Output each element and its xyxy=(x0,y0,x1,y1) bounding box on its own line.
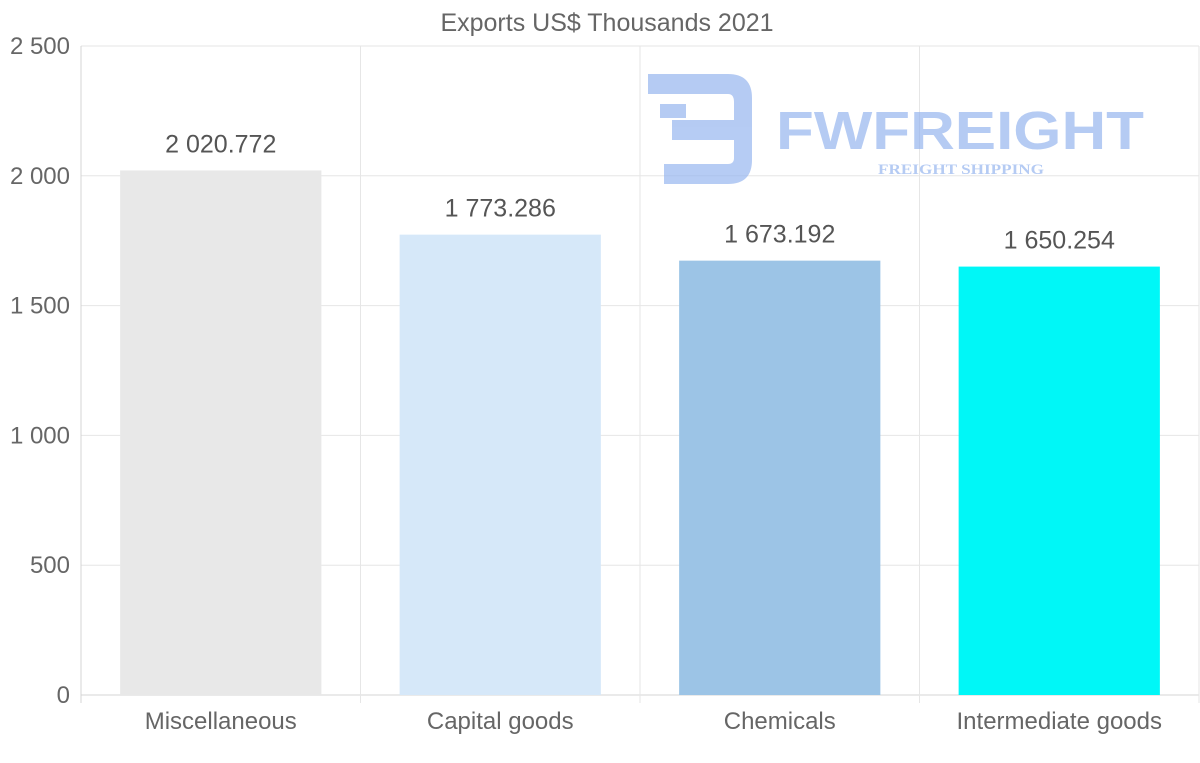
y-tick-label: 0 xyxy=(57,682,70,709)
bar-miscellaneous xyxy=(120,170,322,695)
data-label: 1 773.286 xyxy=(445,195,556,223)
bar-capital-goods xyxy=(399,234,601,695)
y-tick-label: 2 000 xyxy=(10,163,70,190)
data-labels: 2 020.772 1 773.286 1 673.192 1 650.254 xyxy=(165,130,1115,254)
x-category-label: Miscellaneous xyxy=(145,708,297,735)
data-label: 1 673.192 xyxy=(724,221,835,249)
x-category-label: Intermediate goods xyxy=(957,708,1162,735)
bar-chemicals xyxy=(679,260,881,695)
fwfreight-logo-icon xyxy=(648,74,752,184)
fwfreight-watermark: FWFREIGHT FREIGHT SHIPPING xyxy=(648,74,1144,184)
data-label: 1 650.254 xyxy=(1004,227,1115,255)
watermark-brand: FWFREIGHT xyxy=(776,101,1144,161)
bar-intermediate-goods xyxy=(958,266,1160,695)
x-category-label: Chemicals xyxy=(724,708,836,735)
x-category-label: Capital goods xyxy=(427,708,574,735)
y-tick-label: 1 000 xyxy=(10,422,70,449)
data-label: 2 020.772 xyxy=(165,130,276,158)
x-axis-categories: Miscellaneous Capital goods Chemicals Inter… xyxy=(145,708,1162,735)
y-tick-label: 1 500 xyxy=(10,293,70,320)
y-tick-label: 500 xyxy=(30,552,70,579)
watermark-tagline: FREIGHT SHIPPING xyxy=(878,162,1044,178)
y-tick-label: 2 500 xyxy=(10,33,70,60)
chart-title: Exports US$ Thousands 2021 xyxy=(440,9,773,37)
bars xyxy=(120,170,1160,695)
y-axis-ticks: 0 500 1 000 1 500 2 000 2 500 xyxy=(10,33,70,709)
